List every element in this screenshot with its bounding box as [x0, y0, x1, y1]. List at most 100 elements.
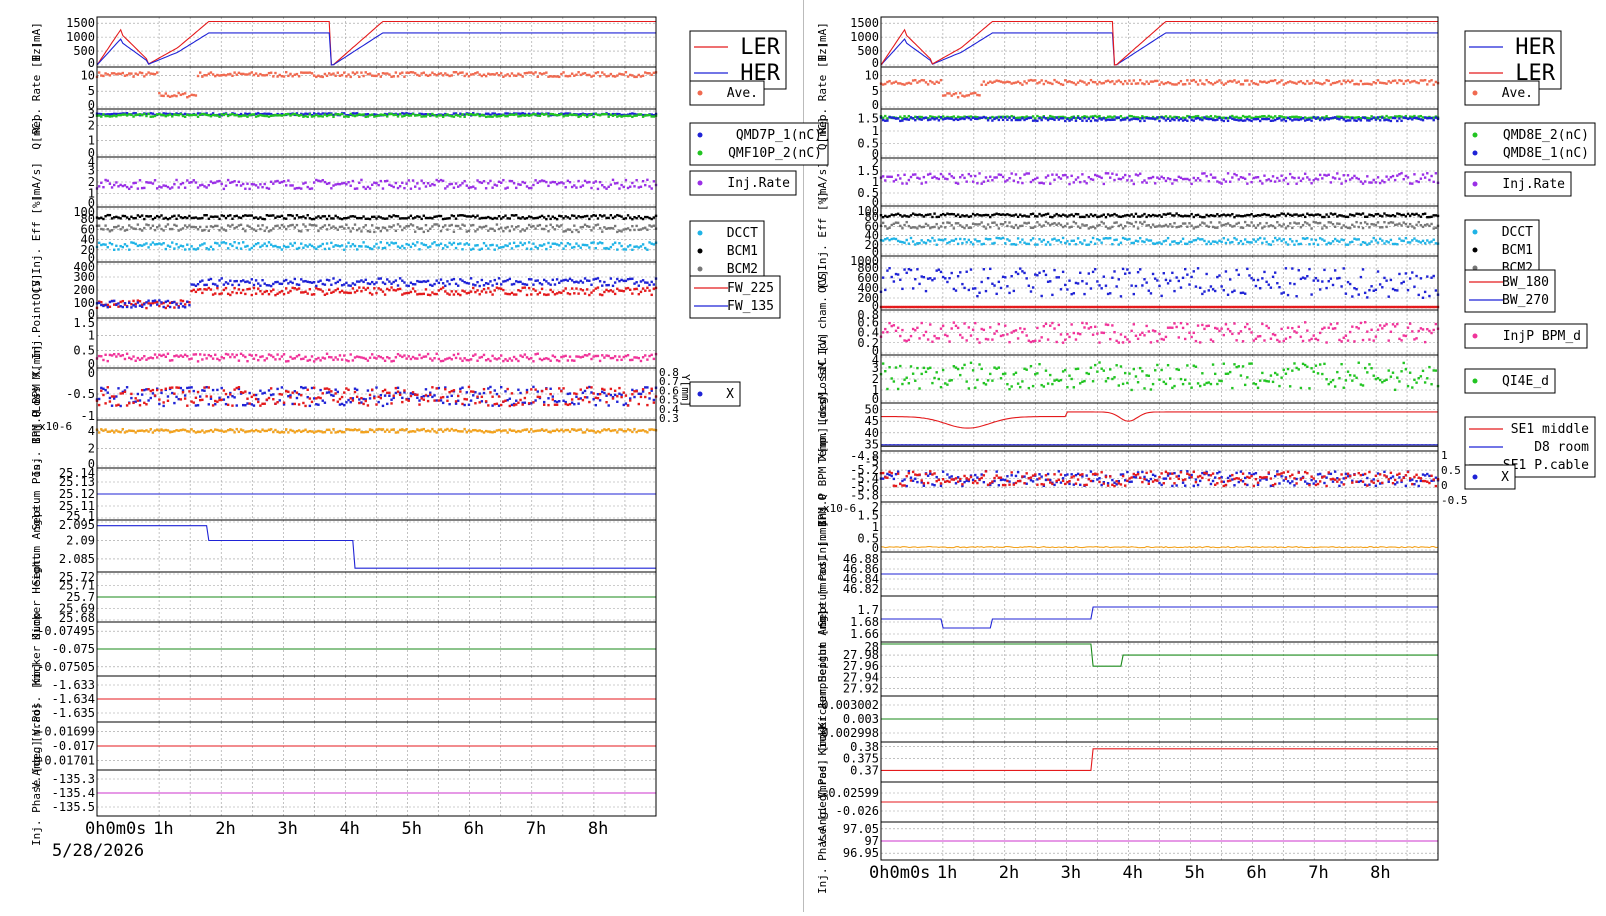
data-point: [291, 244, 293, 246]
data-point: [302, 280, 304, 282]
data-point: [1197, 83, 1199, 85]
data-point: [287, 179, 289, 181]
data-point: [995, 79, 997, 81]
data-point: [240, 224, 242, 226]
data-point: [635, 179, 637, 181]
data-point: [117, 225, 119, 227]
data-point: [433, 184, 435, 186]
data-point: [571, 113, 573, 115]
data-point: [1094, 81, 1096, 83]
data-point: [605, 217, 607, 219]
data-point: [494, 357, 496, 359]
data-point: [229, 428, 231, 430]
data-point: [367, 230, 369, 232]
data-point: [502, 400, 504, 402]
data-point: [150, 112, 152, 114]
data-point: [552, 395, 554, 397]
data-point: [100, 182, 102, 184]
data-point: [914, 173, 916, 175]
data-point: [481, 75, 483, 77]
data-point: [231, 181, 233, 183]
data-point: [1135, 82, 1137, 84]
data-point: [562, 182, 564, 184]
data-point: [322, 357, 324, 359]
data-point: [1394, 117, 1396, 119]
data-point: [577, 113, 579, 115]
data-point: [223, 241, 225, 243]
data-point: [147, 215, 149, 217]
data-point: [494, 389, 496, 391]
data-point: [580, 280, 582, 282]
data-point: [322, 431, 324, 433]
data-point: [1040, 79, 1042, 81]
data-point: [227, 215, 229, 217]
data-point: [350, 245, 352, 247]
data-point: [532, 72, 534, 74]
data-point: [221, 399, 223, 401]
data-point: [190, 181, 192, 183]
data-point: [500, 227, 502, 229]
data-point: [539, 115, 541, 117]
data-point: [1233, 116, 1235, 118]
data-point: [143, 218, 145, 220]
data-point: [629, 244, 631, 246]
data-point: [414, 394, 416, 396]
data-point: [268, 429, 270, 431]
data-point: [425, 288, 427, 290]
data-point: [143, 389, 145, 391]
data-point: [427, 75, 429, 77]
data-point: [528, 224, 530, 226]
data-point: [171, 228, 173, 230]
data-point: [135, 217, 137, 219]
data-point: [1079, 181, 1081, 183]
data-point: [938, 119, 940, 121]
data-point: [130, 358, 132, 360]
data-point: [337, 72, 339, 74]
data-point: [197, 404, 199, 406]
data-point: [137, 301, 139, 303]
data-point: [440, 288, 442, 290]
data-point: [152, 241, 154, 243]
data-point: [612, 179, 614, 181]
data-point: [190, 94, 192, 96]
data-point: [590, 391, 592, 393]
data-point: [386, 180, 388, 182]
data-point: [459, 72, 461, 74]
data-point: [1045, 80, 1047, 82]
data-point: [384, 293, 386, 295]
data-point: [491, 186, 493, 188]
data-point: [393, 114, 395, 116]
data-point: [1066, 81, 1068, 83]
data-point: [115, 216, 117, 218]
data-point: [216, 114, 218, 116]
data-point: [298, 114, 300, 116]
data-point: [345, 387, 347, 389]
data-point: [223, 431, 225, 433]
data-point: [242, 404, 244, 406]
data-point: [343, 112, 345, 114]
data-point: [311, 72, 313, 74]
data-point: [461, 280, 463, 282]
data-point: [227, 247, 229, 249]
data-point: [524, 217, 526, 219]
data-point: [476, 395, 478, 397]
data-point: [102, 113, 104, 115]
data-point: [397, 390, 399, 392]
data-point: [218, 359, 220, 361]
data-point: [1259, 116, 1261, 118]
data-point: [644, 216, 646, 218]
data-point: [1214, 82, 1216, 84]
data-point: [100, 304, 102, 306]
data-point: [380, 356, 382, 358]
data-point: [519, 430, 521, 432]
data-point: [957, 116, 959, 118]
data-point: [1096, 175, 1098, 177]
data-point: [373, 231, 375, 233]
data-point: [369, 357, 371, 359]
data-point: [562, 115, 564, 117]
data-point: [1229, 116, 1231, 118]
data-point: [592, 226, 594, 228]
data-point: [496, 287, 498, 289]
data-point: [466, 398, 468, 400]
data-point: [530, 402, 532, 404]
